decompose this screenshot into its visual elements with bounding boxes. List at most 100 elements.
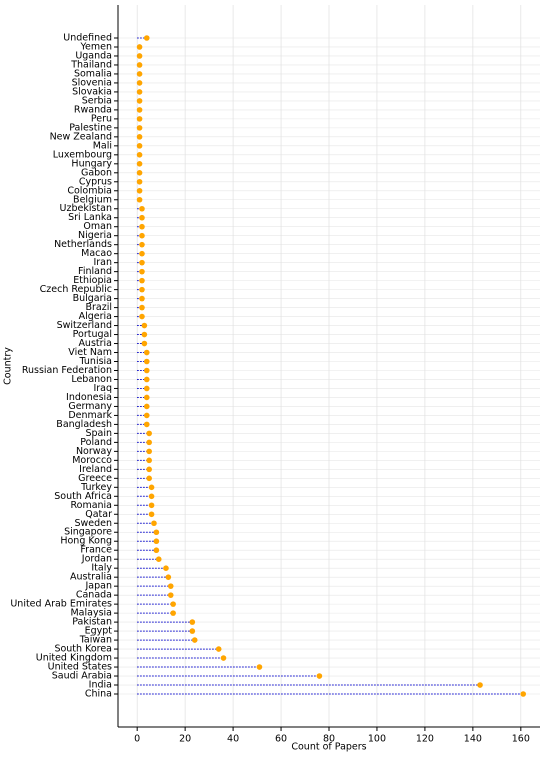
- y-tick-label: France: [80, 545, 112, 556]
- dot: [136, 152, 143, 158]
- dot: [136, 143, 143, 149]
- dot: [477, 682, 483, 688]
- dot: [148, 493, 155, 500]
- dot: [136, 161, 143, 167]
- y-tick-label: Australia: [70, 572, 112, 583]
- dot: [143, 376, 150, 383]
- y-tick-label: Indonesia: [66, 392, 112, 403]
- y-tick-label: China: [85, 689, 112, 700]
- y-tick-label: Poland: [80, 437, 112, 448]
- dot: [170, 610, 176, 616]
- y-tick-label: Peru: [91, 113, 112, 124]
- y-tick-label: Macao: [81, 248, 112, 259]
- x-axis-label: Count of Papers: [291, 742, 366, 753]
- y-tick-label: Luxembourg: [53, 149, 112, 160]
- dot: [167, 583, 174, 589]
- dot: [139, 214, 145, 221]
- y-tick-label: Ireland: [79, 464, 112, 475]
- dot: [146, 457, 152, 464]
- y-tick-label: Algeria: [79, 311, 112, 322]
- y-tick-label: Iran: [93, 257, 112, 268]
- x-tick-label: 60: [275, 734, 287, 745]
- y-tick-label: Undefined: [63, 33, 112, 44]
- dot: [143, 367, 150, 374]
- y-tick-label: India: [89, 680, 112, 691]
- dot: [139, 241, 145, 248]
- dot: [136, 178, 143, 185]
- y-tick-label: Pakistan: [72, 617, 112, 628]
- y-tick-label: Mali: [93, 140, 112, 151]
- dot: [139, 286, 145, 293]
- dot: [191, 637, 198, 643]
- x-tick-label: 40: [227, 734, 239, 745]
- dot: [136, 71, 143, 77]
- dot: [143, 403, 150, 410]
- dot: [136, 80, 143, 86]
- y-tick-label: Iraq: [93, 383, 112, 394]
- y-tick-label: Romania: [70, 500, 112, 511]
- dot: [143, 35, 150, 41]
- dot: [141, 322, 148, 329]
- dot: [139, 205, 145, 212]
- x-tick-label: 20: [179, 734, 191, 745]
- dot: [141, 331, 148, 338]
- y-tick-label: Tunisia: [79, 356, 112, 367]
- dot: [256, 664, 263, 670]
- y-tick-label: Greece: [78, 473, 112, 484]
- x-tick-label: 0: [134, 734, 140, 745]
- y-tick-label: Uzbekistan: [60, 203, 112, 214]
- y-tick-label: Italy: [91, 563, 112, 574]
- y-tick-label: Finland: [78, 266, 112, 277]
- y-tick-label: Czech Republic: [40, 284, 112, 295]
- y-tick-label: Thailand: [70, 59, 112, 70]
- dot: [148, 502, 155, 509]
- y-tick-label: Norway: [76, 446, 112, 457]
- x-tick-label: 140: [464, 734, 482, 745]
- dot: [215, 646, 222, 652]
- dot: [139, 232, 145, 239]
- x-tick-label: 80: [323, 734, 335, 745]
- dot: [146, 448, 152, 455]
- y-tick-label: South Africa: [54, 491, 112, 502]
- y-tick-label: Sweden: [74, 518, 112, 529]
- y-tick-label: Qatar: [85, 509, 112, 520]
- y-tick-label: Malaysia: [70, 608, 112, 619]
- dot: [136, 89, 143, 95]
- y-tick-label: Saudi Arabia: [52, 671, 112, 682]
- dot: [153, 538, 160, 545]
- dot: [136, 134, 143, 140]
- y-tick-label: South Korea: [54, 644, 112, 655]
- y-tick-label: Ethiopia: [73, 275, 112, 286]
- y-tick-label: Somalia: [74, 68, 112, 79]
- y-tick-label: United Kingdom: [36, 653, 112, 664]
- dot: [136, 44, 143, 50]
- dot: [139, 259, 145, 266]
- dot: [143, 358, 150, 365]
- dot: [136, 53, 143, 59]
- dot: [141, 340, 148, 347]
- dot: [153, 529, 160, 536]
- y-tick-label: Belgium: [73, 194, 112, 205]
- y-tick-label: Viet Nam: [68, 347, 112, 358]
- dot: [143, 385, 150, 392]
- dot: [143, 421, 150, 428]
- dot: [136, 116, 143, 122]
- y-tick-label: Sri Lanka: [68, 212, 112, 223]
- y-tick-label: Bangladesh: [56, 419, 112, 430]
- y-tick-label: Germany: [68, 401, 112, 412]
- y-tick-label: Denmark: [68, 410, 112, 421]
- y-tick-label: Russian Federation: [22, 365, 112, 376]
- y-tick-label: Spain: [85, 428, 112, 439]
- dot: [167, 592, 174, 598]
- dot: [139, 250, 145, 257]
- dot: [139, 268, 145, 275]
- y-tick-label: Nigeria: [78, 230, 112, 241]
- dot: [136, 196, 143, 203]
- dot: [139, 313, 145, 320]
- dot: [139, 304, 145, 311]
- y-tick-label: Morocco: [72, 455, 112, 466]
- y-tick-label: Oman: [83, 221, 112, 232]
- x-tick-label: 160: [512, 734, 530, 745]
- y-tick-label: Portugal: [73, 329, 112, 340]
